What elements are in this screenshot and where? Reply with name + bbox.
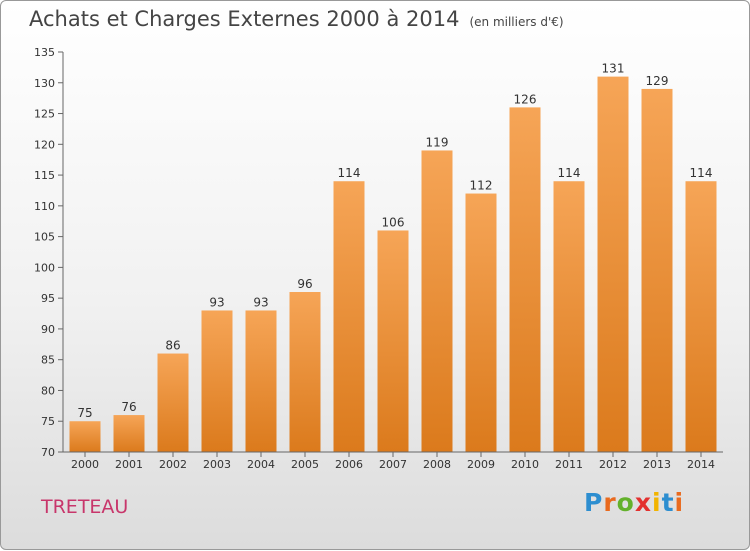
bar-2006 [333, 181, 365, 452]
y-tick-label: 70 [41, 446, 55, 459]
x-tick-label: 2006 [335, 458, 363, 471]
logo-letter: o [616, 488, 635, 517]
bar-2014 [685, 181, 717, 452]
bar-2003 [201, 310, 233, 452]
data-label-2008: 119 [426, 135, 449, 149]
x-tick-label: 2009 [467, 458, 495, 471]
bar-2008 [421, 150, 453, 452]
y-tick-label: 120 [34, 138, 55, 151]
data-label-2007: 106 [382, 215, 405, 229]
data-label-2006: 114 [338, 166, 361, 180]
bar-2013 [641, 88, 673, 452]
x-tick-label: 2007 [379, 458, 407, 471]
logo-letter: i [674, 488, 685, 517]
x-tick-label: 2014 [687, 458, 715, 471]
y-tick-label: 95 [41, 292, 55, 305]
bar-2002 [157, 353, 189, 452]
y-axis: 70 75 80 85 90 95 100 105 110 115 120 125 130 135 [34, 46, 63, 459]
logo-letter: t [661, 488, 675, 517]
commune-name: TRETEAU [41, 496, 129, 518]
bars: 75 76 86 93 93 96 114 106 119 112 126 114 131 129 114 [69, 62, 717, 453]
data-label-2003: 93 [209, 295, 224, 309]
y-tick-label: 100 [34, 261, 55, 274]
chart-title-text: Achats et Charges Externes 2000 à 2014 [29, 7, 460, 31]
data-label-2001: 76 [121, 400, 136, 414]
x-tick-label: 2002 [159, 458, 187, 471]
x-tick-label: 2001 [115, 458, 143, 471]
chart-subtitle: (en milliers d'€) [469, 15, 564, 29]
bar-2010 [509, 107, 541, 452]
data-label-2011: 114 [558, 166, 581, 180]
x-axis: 2000 2001 2002 2003 2004 2005 2006 2007 2008 2009… [71, 452, 715, 471]
data-label-2009: 112 [470, 179, 493, 193]
logo-letter: P [584, 488, 604, 517]
y-tick-label: 130 [34, 77, 55, 90]
chart-title: Achats et Charges Externes 2000 à 2014 (e… [29, 7, 564, 31]
bar-2011 [553, 181, 585, 452]
bar-2012 [597, 76, 629, 452]
bar-2005 [289, 292, 321, 452]
data-label-2004: 93 [253, 295, 268, 309]
y-tick-label: 135 [34, 46, 55, 59]
data-label-2010: 126 [514, 92, 537, 106]
bar-2009 [465, 193, 497, 453]
proxiti-logo: Proxiti [584, 488, 684, 517]
bar-2001 [113, 415, 145, 452]
logo-letter: x [634, 488, 652, 517]
x-tick-label: 2008 [423, 458, 451, 471]
data-label-2014: 114 [690, 166, 713, 180]
y-tick-label: 110 [34, 200, 55, 213]
x-tick-label: 2012 [599, 458, 627, 471]
data-label-2012: 131 [602, 62, 625, 76]
bar-2004 [245, 310, 277, 452]
bar-2000 [69, 421, 101, 452]
data-label-2000: 75 [77, 406, 92, 420]
y-tick-label: 90 [41, 323, 55, 336]
y-tick-label: 85 [41, 354, 55, 367]
logo-letter: r [603, 488, 617, 517]
y-tick-label: 105 [34, 231, 55, 244]
x-tick-label: 2013 [643, 458, 671, 471]
x-tick-label: 2000 [71, 458, 99, 471]
x-tick-label: 2005 [291, 458, 319, 471]
bar-2007 [377, 230, 409, 452]
y-tick-label: 125 [34, 108, 55, 121]
x-tick-label: 2003 [203, 458, 231, 471]
logo-letter: i [652, 488, 662, 517]
data-label-2013: 129 [646, 74, 669, 88]
x-tick-label: 2004 [247, 458, 275, 471]
y-tick-label: 80 [41, 384, 55, 397]
y-tick-label: 75 [41, 415, 55, 428]
x-tick-label: 2011 [555, 458, 583, 471]
y-tick-label: 115 [34, 169, 55, 182]
x-tick-label: 2010 [511, 458, 539, 471]
data-label-2005: 96 [297, 277, 312, 291]
data-label-2002: 86 [165, 339, 180, 353]
